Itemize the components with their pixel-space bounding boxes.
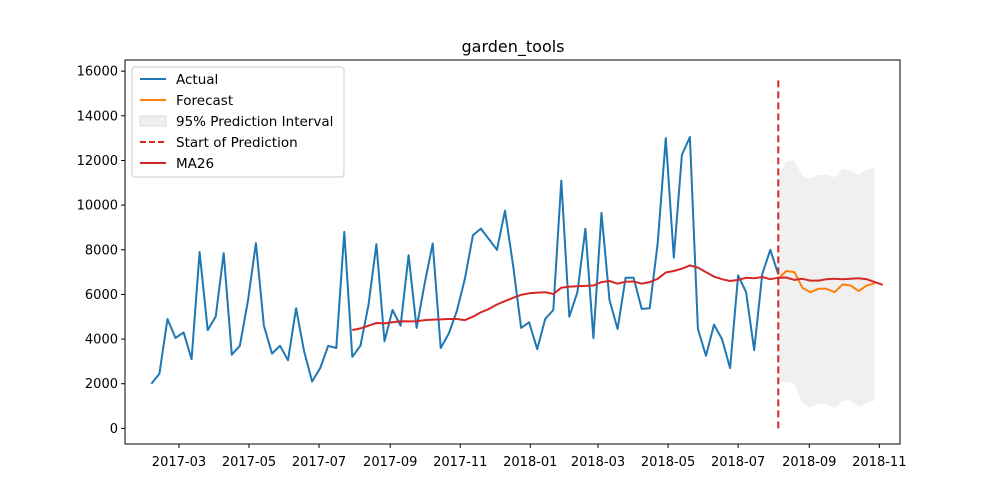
x-tick-label: 2018-09 xyxy=(782,455,836,470)
x-tick-label: 2018-01 xyxy=(503,455,557,470)
legend-swatch-95-prediction-interval xyxy=(139,115,167,127)
chart-title: garden_tools xyxy=(461,37,564,57)
plot-area xyxy=(150,77,884,429)
y-tick-label: 4000 xyxy=(85,333,118,348)
x-tick-label: 2017-03 xyxy=(152,455,206,470)
y-tick-label: 2000 xyxy=(85,377,118,392)
legend-label-start-of-prediction: Start of Prediction xyxy=(176,135,298,151)
y-tick-label: 14000 xyxy=(77,109,118,124)
prediction-interval-band xyxy=(778,160,875,409)
x-tick-label: 2017-09 xyxy=(363,455,417,470)
x-tick-label: 2018-11 xyxy=(852,455,906,470)
forecast-line xyxy=(777,270,875,294)
plot-frame xyxy=(124,59,901,445)
x-tick-label: 2017-05 xyxy=(222,455,276,470)
ma26-line xyxy=(352,264,884,332)
legend: Actual Forecast 95% Prediction Interval Sta… xyxy=(131,66,345,178)
x-tick-label: 2018-07 xyxy=(711,455,765,470)
y-tick-label: 8000 xyxy=(85,243,118,258)
y-tick-label: 6000 xyxy=(85,288,118,303)
legend-label-ma26: MA26 xyxy=(176,156,214,172)
legend-label-actual: Actual xyxy=(176,72,218,88)
x-tick-label: 2018-05 xyxy=(641,455,695,470)
y-tick-label: 16000 xyxy=(77,65,118,80)
y-tick-label: 12000 xyxy=(77,154,118,169)
x-tick-label: 2018-03 xyxy=(571,455,625,470)
y-tick-label: 10000 xyxy=(77,199,118,214)
axes: 0 2000 4000 6000 8000 10000 12000 14000 16000 201… xyxy=(77,65,907,470)
actual-line xyxy=(150,136,780,385)
y-tick-label: 0 xyxy=(110,422,118,437)
x-tick-label: 2017-07 xyxy=(292,455,346,470)
x-tick-label: 2017-11 xyxy=(433,455,487,470)
legend-label-forecast: Forecast xyxy=(176,93,233,109)
legend-box xyxy=(131,66,345,178)
legend-label-95-prediction-interval: 95% Prediction Interval xyxy=(176,114,333,130)
